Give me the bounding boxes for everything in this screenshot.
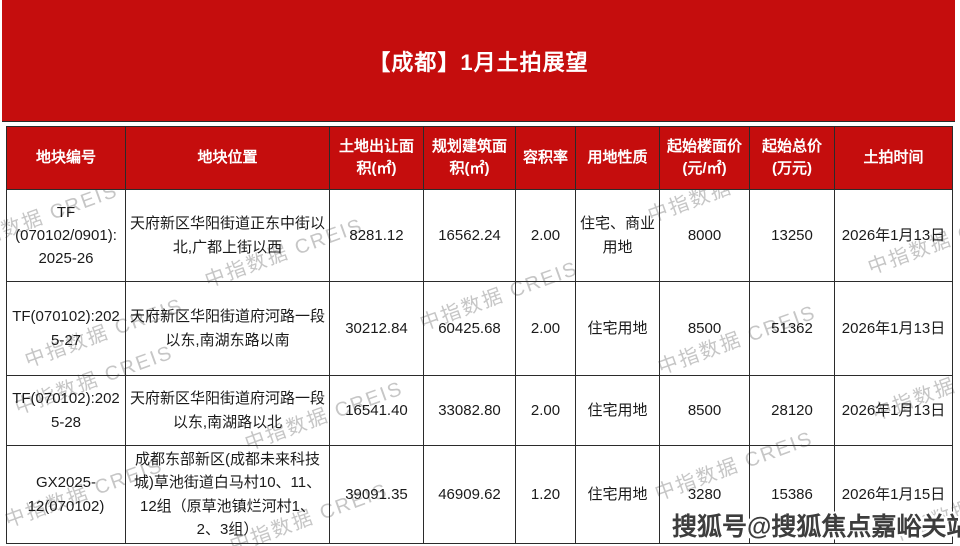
cell-plot-id: TF(070102):2025-28 xyxy=(6,375,126,446)
column-header-planned-area: 规划建筑面积(㎡) xyxy=(423,126,516,190)
sohu-watermark: 搜狐号@搜狐焦点嘉峪关站 xyxy=(672,513,960,541)
cell-land-use: 住宅用地 xyxy=(575,375,660,446)
column-header-floor-price: 起始楼面价(元/㎡) xyxy=(659,126,750,190)
cell-plot-id: TF (070102/0901):2025-26 xyxy=(6,189,126,282)
cell-transfer-area: 39091.35 xyxy=(329,445,424,544)
cell-floor-price: 8000 xyxy=(659,189,750,282)
cell-location: 天府新区华阳街道府河路一段以东,南湖东路以南 xyxy=(125,281,330,376)
table-row: TF(070102):2025-27 天府新区华阳街道府河路一段以东,南湖东路以… xyxy=(6,281,953,376)
cell-floor-price: 8500 xyxy=(659,375,750,446)
cell-plot-id: GX2025-12(070102) xyxy=(6,445,126,544)
column-header-plot-ratio: 容积率 xyxy=(515,126,576,190)
column-header-auction-date: 土拍时间 xyxy=(834,126,953,190)
cell-auction-date: 2026年1月13日 xyxy=(834,375,953,446)
column-header-total-price: 起始总价(万元) xyxy=(749,126,835,190)
cell-auction-date: 2026年1月13日 xyxy=(834,281,953,376)
cell-auction-date: 2026年1月13日 xyxy=(834,189,953,282)
cell-transfer-area: 30212.84 xyxy=(329,281,424,376)
cell-planned-area: 46909.62 xyxy=(423,445,516,544)
cell-floor-price: 3280 xyxy=(659,445,750,544)
cell-plot-ratio: 2.00 xyxy=(515,189,576,282)
cell-total-price: 13250 xyxy=(749,189,835,282)
cell-plot-ratio: 1.20 xyxy=(515,445,576,544)
cell-land-use: 住宅、商业用地 xyxy=(575,189,660,282)
header-row: 地块编号 地块位置 土地出让面积(㎡) 规划建筑面积(㎡) 容积率 用地性质 起… xyxy=(6,126,953,190)
land-auction-table: 地块编号 地块位置 土地出让面积(㎡) 规划建筑面积(㎡) 容积率 用地性质 起… xyxy=(6,126,953,544)
column-header-location: 地块位置 xyxy=(125,126,330,190)
table-row: TF(070102):2025-28 天府新区华阳街道府河路一段以东,南湖路以北… xyxy=(6,375,953,446)
table-row: TF (070102/0901):2025-26 天府新区华阳街道正东中街以北,… xyxy=(6,189,953,282)
cell-transfer-area: 8281.12 xyxy=(329,189,424,282)
cell-location: 天府新区华阳街道府河路一段以东,南湖路以北 xyxy=(125,375,330,446)
table-row: GX2025-12(070102) 成都东部新区(成都未来科技城)草池街道白马村… xyxy=(6,445,953,544)
cell-planned-area: 16562.24 xyxy=(423,189,516,282)
cell-auction-date: 2026年1月15日 xyxy=(834,445,953,544)
cell-planned-area: 33082.80 xyxy=(423,375,516,446)
cell-land-use: 住宅用地 xyxy=(575,281,660,376)
column-header-plot-id: 地块编号 xyxy=(6,126,126,190)
page-title: 【成都】1月土拍展望 xyxy=(368,49,589,75)
cell-floor-price: 8500 xyxy=(659,281,750,376)
cell-transfer-area: 16541.40 xyxy=(329,375,424,446)
cell-location: 成都东部新区(成都未来科技城)草池街道白马村10、11、12组（原草池镇烂河村1… xyxy=(125,445,330,544)
column-header-land-use: 用地性质 xyxy=(575,126,660,190)
column-header-transfer-area: 土地出让面积(㎡) xyxy=(329,126,424,190)
cell-total-price: 28120 xyxy=(749,375,835,446)
cell-total-price: 15386 xyxy=(749,445,835,544)
cell-plot-ratio: 2.00 xyxy=(515,281,576,376)
cell-land-use: 住宅用地 xyxy=(575,445,660,544)
cell-plot-ratio: 2.00 xyxy=(515,375,576,446)
cell-total-price: 51362 xyxy=(749,281,835,376)
cell-location: 天府新区华阳街道正东中街以北,广都上街以西 xyxy=(125,189,330,282)
cell-plot-id: TF(070102):2025-27 xyxy=(6,281,126,376)
cell-planned-area: 60425.68 xyxy=(423,281,516,376)
title-banner: 【成都】1月土拍展望 xyxy=(2,0,955,122)
